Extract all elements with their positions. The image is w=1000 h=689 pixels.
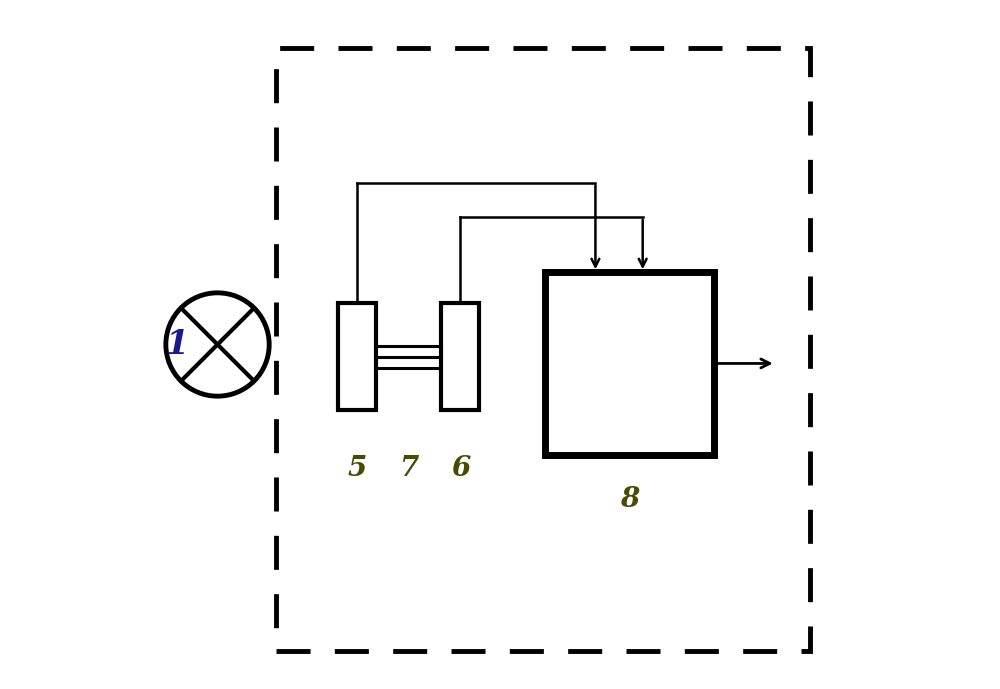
- Text: 6: 6: [451, 455, 470, 482]
- Bar: [276, 48, 810, 651]
- Text: 7: 7: [399, 455, 419, 482]
- Bar: [441, 303, 479, 410]
- Bar: [338, 303, 376, 410]
- Text: 5: 5: [348, 455, 367, 482]
- Text: 1: 1: [166, 328, 189, 361]
- Bar: [545, 272, 714, 455]
- Text: 8: 8: [620, 486, 639, 513]
